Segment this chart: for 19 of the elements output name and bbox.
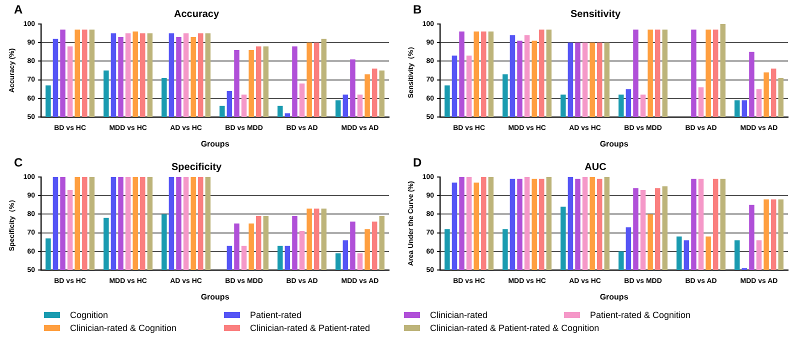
text: C xyxy=(14,155,23,170)
text: D xyxy=(413,155,422,170)
text: B xyxy=(413,2,422,16)
chart-title: Specificity xyxy=(171,162,222,173)
x-axis-title: Groups xyxy=(600,139,629,148)
chart-title: Accuracy xyxy=(174,8,220,20)
legend-label: Clinician-rated & Patient-rated xyxy=(250,323,370,333)
x-axis-title: Groups xyxy=(200,139,230,148)
x-axis-title: Groups xyxy=(600,292,629,302)
legend-label: Patient-rated & Cognition xyxy=(590,310,691,320)
text: A xyxy=(14,2,23,16)
chart-title: Sensitivity xyxy=(570,8,621,20)
legend-label: Clinician-rated & Cognition xyxy=(70,323,177,333)
legend-label: Clinician-rated xyxy=(430,310,488,320)
legend-label: Cognition xyxy=(70,310,108,320)
chart-title: AUC xyxy=(584,162,606,173)
legend-label: Patient-rated xyxy=(250,310,302,320)
legend-label: Clinician-rated & Patient-rated & Cognition xyxy=(430,323,600,333)
x-axis-title: Groups xyxy=(200,292,230,302)
